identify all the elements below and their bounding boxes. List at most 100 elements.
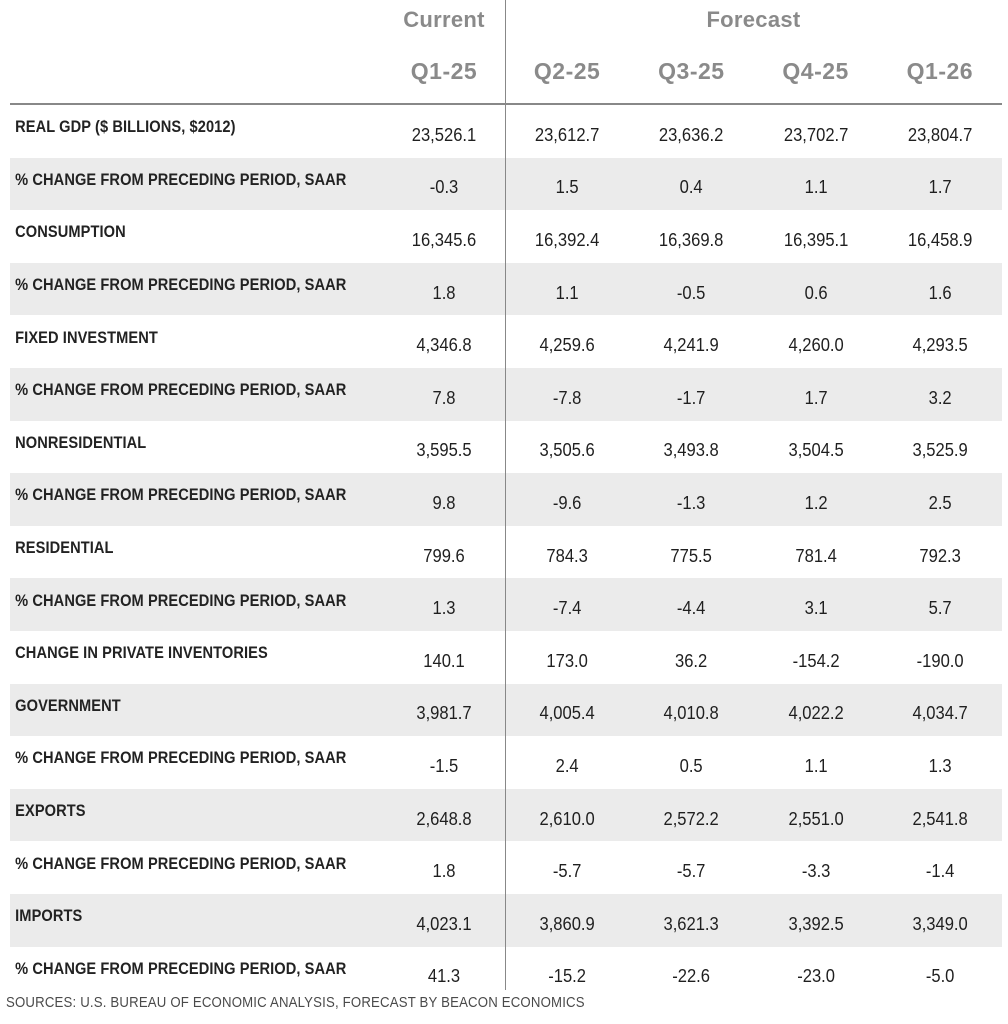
table-cell: 3,493.8 [663,440,720,461]
table-cell: 41.3 [427,966,461,987]
table-cell: 3,595.5 [416,440,472,461]
row-label: % CHANGE FROM PRECEDING PERIOD, SAAR [15,485,347,505]
table-cell: 23,702.7 [783,124,848,145]
table-cell: 9.8 [432,492,456,513]
row-label: REAL GDP ($ BILLIONS, $2012) [15,117,236,137]
table-cell: 2,572.2 [663,808,720,829]
table-cell: 0.6 [804,282,828,303]
table-cell: 2,541.8 [912,808,968,829]
table-cell: -4.4 [677,598,706,619]
table-cell: 4,005.4 [539,703,595,724]
row-label: IMPORTS [15,906,83,926]
table-cell: -0.3 [429,177,459,198]
table-cell: 3,505.6 [539,440,595,461]
table-cell: -3.3 [801,861,830,882]
table-row: % CHANGE FROM PRECEDING PERIOD, SAAR 1.8 1… [10,262,1002,316]
table-cell: 23,636.2 [659,124,724,145]
table-cell: 23,612.7 [534,124,600,145]
table-cell: 0.5 [679,755,703,776]
column-header: Q1-25 [410,58,478,84]
table-cell: 2.5 [928,492,952,513]
table-cell: 2,648.8 [416,808,472,829]
table-cell: 173.0 [546,650,588,671]
row-label: FIXED INVESTMENT [15,327,158,347]
table-row: CONSUMPTION 16,345.6 16,392.4 16,369.8 16,39… [10,210,1002,263]
table-cell: 4,034.7 [912,703,968,724]
column-header: Q4-25 [782,58,849,84]
row-label: % CHANGE FROM PRECEDING PERIOD, SAAR [15,169,347,189]
row-label: EXPORTS [15,801,86,821]
table-cell: 23,804.7 [907,124,973,145]
table-cell: 4,260.0 [787,335,844,356]
table-cell: 1.2 [804,492,828,513]
table-row: % CHANGE FROM PRECEDING PERIOD, SAAR 9.8 -… [10,473,1002,526]
table-cell: 1.1 [804,177,828,198]
row-label: % CHANGE FROM PRECEDING PERIOD, SAAR [15,275,347,295]
table-cell: 1.1 [804,755,828,776]
column-header: Q1-26 [906,58,974,84]
table-cell: 1.8 [432,282,456,303]
table-row: % CHANGE FROM PRECEDING PERIOD, SAAR 1.3 -… [10,578,1002,631]
table-cell: 23,526.1 [411,124,477,145]
table-row: % CHANGE FROM PRECEDING PERIOD, SAAR -1.5… [10,736,1002,789]
row-label: % CHANGE FROM PRECEDING PERIOD, SAAR [15,380,347,400]
table-row: % CHANGE FROM PRECEDING PERIOD, SAAR 41.3… [10,947,1002,1000]
table-cell: 3,504.5 [787,440,844,461]
table-row: REAL GDP ($ BILLIONS, $2012) 23,526.1 23,6… [10,105,1002,158]
table-row: % CHANGE FROM PRECEDING PERIOD, SAAR -0.3… [10,157,1002,211]
table-cell: 0.4 [679,177,703,198]
row-label: CHANGE IN PRIVATE INVENTORIES [15,643,268,663]
table-cell: 3,525.9 [912,440,968,461]
table-row: % CHANGE FROM PRECEDING PERIOD, SAAR 1.8 -… [10,841,1002,894]
table-cell: 2.4 [555,755,579,776]
table-cell: 1.8 [432,861,456,882]
table-cell: -5.7 [677,861,706,882]
table-cell: 3,860.9 [539,913,595,934]
table-row: RESIDENTIAL 799.6 784.3 775.5 781.4 792.3 [10,526,1002,579]
forecast-table: Current Forecast Q1-25 Q2-25 Q3-25 Q4-25… [10,0,1002,999]
table-cell: 16,395.1 [783,229,848,250]
table-cell: 3.2 [928,387,952,408]
column-header-row: Q1-25 Q2-25 Q3-25 Q4-25 Q1-26 [10,40,1002,105]
table-cell: 1.1 [555,282,579,303]
table-row: NONRESIDENTIAL 3,595.5 3,505.6 3,493.8 3,504… [10,421,1002,474]
table-cell: -5.0 [925,966,955,987]
table-cell: 140.1 [423,650,465,671]
table-cell: 4,293.5 [912,335,968,356]
table-cell: 16,345.6 [411,229,477,250]
table-cell: -1.3 [677,492,706,513]
table-cell: 784.3 [546,545,588,566]
table-cell: 16,392.4 [534,229,600,250]
row-label: % CHANGE FROM PRECEDING PERIOD, SAAR [15,590,347,610]
table-cell: 36.2 [675,650,708,671]
table-cell: 3,621.3 [663,913,720,934]
table-cell: 1.6 [928,282,952,303]
table-cell: 1.3 [928,755,952,776]
table-cell: 792.3 [919,545,961,566]
column-header: Q2-25 [533,58,601,84]
table-cell: 4,023.1 [416,913,472,934]
group-forecast: Forecast [706,7,801,32]
table-row: % CHANGE FROM PRECEDING PERIOD, SAAR 7.8 -… [10,367,1002,421]
table-cell: 3,392.5 [787,913,844,934]
table-cell: 2,610.0 [539,808,595,829]
table-cell: 3.1 [804,598,828,619]
table-row: GOVERNMENT 3,981.7 4,005.4 4,010.8 4,022.2 4,… [10,683,1002,737]
table-cell: -1.5 [429,755,459,776]
row-label: % CHANGE FROM PRECEDING PERIOD, SAAR [15,958,347,978]
table-row: FIXED INVESTMENT 4,346.8 4,259.6 4,241.9 4,2… [10,315,1002,368]
table-cell: 2,551.0 [787,808,844,829]
table-cell: -1.4 [925,861,955,882]
table-row: EXPORTS 2,648.8 2,610.0 2,572.2 2,551.0 2,541… [10,788,1002,842]
row-label: RESIDENTIAL [15,538,114,558]
table-cell: -22.6 [672,966,711,987]
table-cell: 16,369.8 [659,229,724,250]
table-cell: -190.0 [916,650,964,671]
table-cell: 5.7 [928,598,952,619]
table-cell: 4,010.8 [663,703,720,724]
table-cell: 1.3 [432,598,456,619]
current-forecast-divider [505,0,506,990]
table-cell: 781.4 [794,545,837,566]
table-cell: 3,981.7 [416,703,472,724]
column-group-header: Current Forecast [10,0,1002,40]
